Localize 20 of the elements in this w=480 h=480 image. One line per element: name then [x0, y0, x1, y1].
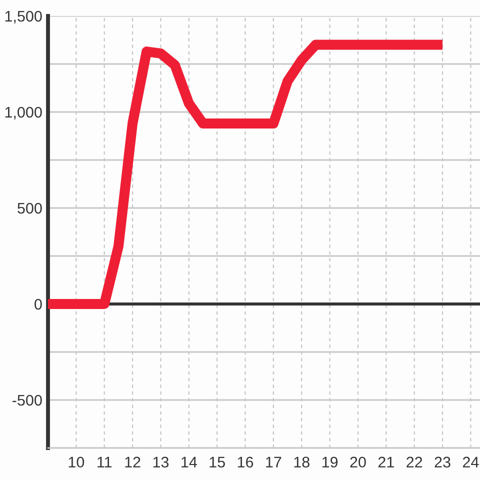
- x-tick-label: 24: [462, 456, 479, 468]
- y-tick-label: 500: [18, 202, 42, 214]
- x-tick-label: 21: [378, 456, 394, 468]
- x-tick-label: 17: [266, 456, 282, 468]
- x-tick-label: 15: [210, 456, 225, 468]
- x-tick-label: 18: [294, 456, 310, 468]
- x-tick-label: 10: [68, 456, 84, 468]
- x-tick-label: 22: [406, 456, 422, 468]
- x-tick-label: 12: [125, 456, 140, 468]
- y-tick-label: 1,000: [5, 106, 42, 120]
- x-tick-label: 11: [98, 456, 112, 468]
- y-tick-label: 0: [34, 298, 42, 310]
- x-tick-label: 19: [322, 456, 338, 468]
- y-tick-label: 1,500: [5, 10, 42, 24]
- x-tick-label: 14: [182, 456, 197, 468]
- x-tick-label: 20: [350, 456, 366, 468]
- x-tick-label: 16: [238, 456, 254, 468]
- y-tick-label: -500: [12, 394, 42, 406]
- x-tick-label: 13: [153, 456, 169, 468]
- x-tick-label: 23: [434, 456, 450, 468]
